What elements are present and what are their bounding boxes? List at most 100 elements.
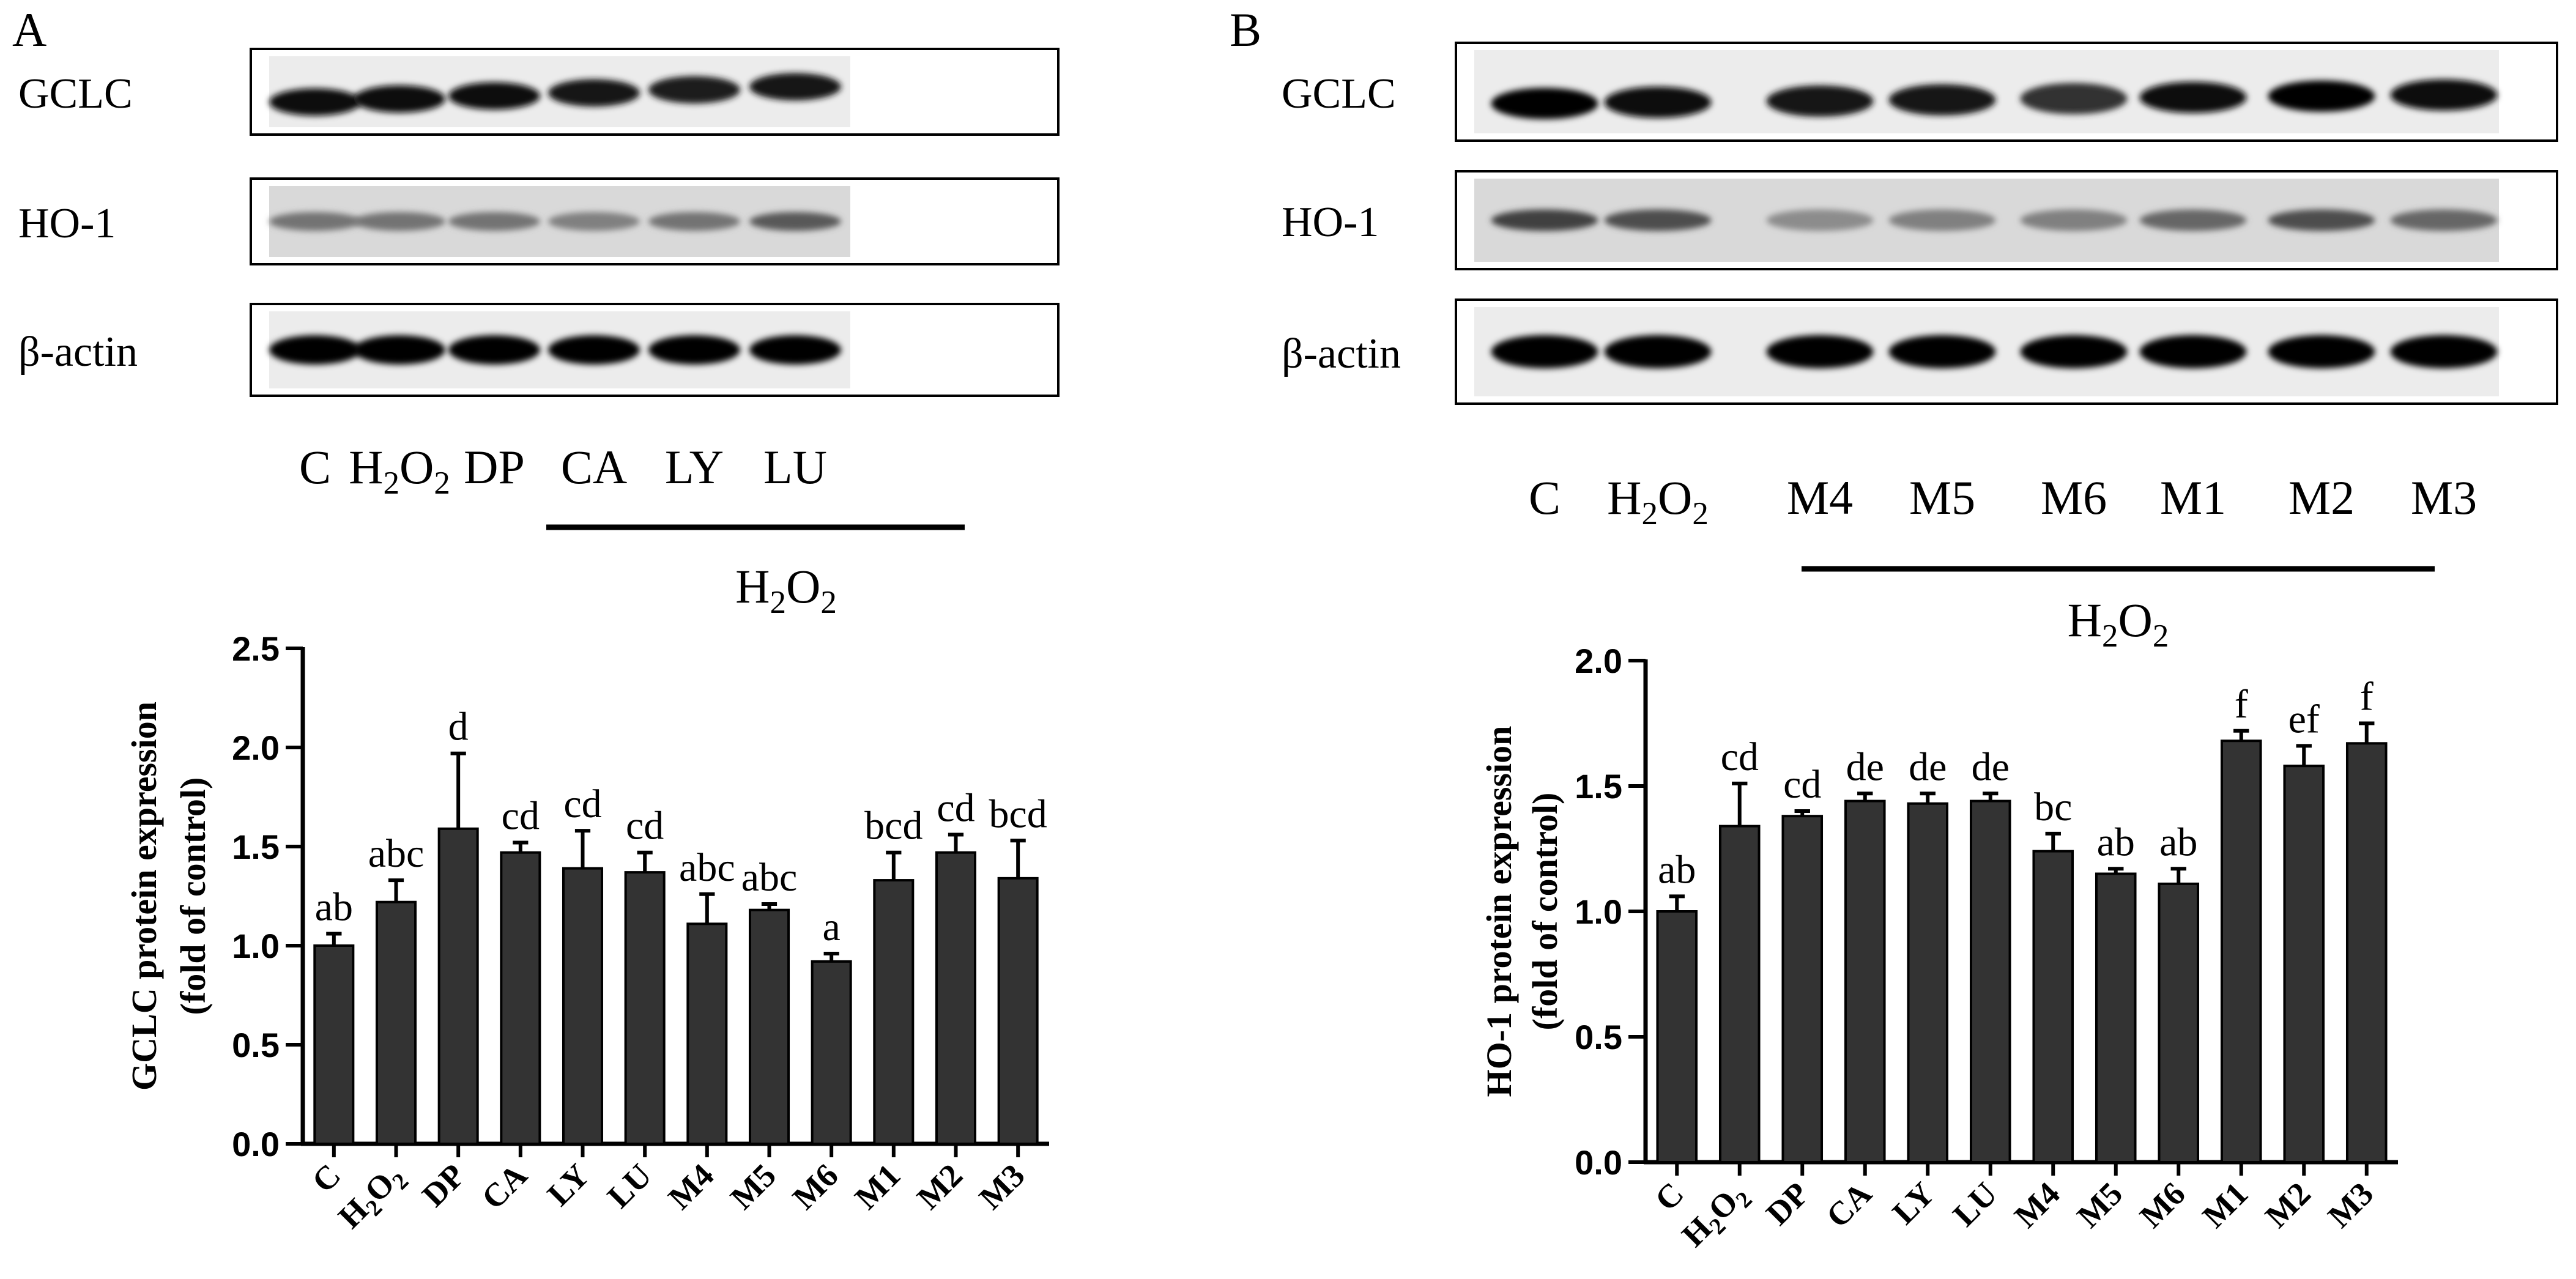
bar [811,960,852,1146]
bar [562,867,604,1145]
y-axis-label: HO-1 protein expression [1479,726,1519,1097]
treatment-label-mid: O [786,560,820,613]
significance-label: cd [626,804,664,848]
blot-band [2139,209,2247,231]
bar [686,922,728,1145]
significance-label: cd [502,794,540,839]
blot-band [2020,83,2128,114]
x-tick-label: M4 [2007,1175,2067,1235]
significance-label: de [1846,744,1884,789]
y-axis-label: GCLC protein expression [124,702,164,1091]
bar-chart-b: 0.0 0.5 1.0 1.5 2.0 HO-1 protein expression (f… [1479,642,2398,1258]
blot-band [2139,81,2247,113]
bar [624,871,666,1145]
bar [375,900,417,1145]
blot-band [749,335,841,365]
x-tick-label: DP [415,1157,472,1214]
x-tick-label: H2O2 [331,1157,414,1239]
significance-label: abc [679,845,735,890]
x-tick-label: DP [1759,1175,1816,1232]
blot-row: HO-1 [18,177,1060,265]
blot-band [548,79,640,107]
significance-label: cd [1721,735,1759,779]
x-tick-label: M5 [723,1157,783,1217]
treatment-label-sub1: 2 [2102,618,2118,654]
blot-band [448,212,540,231]
x-tick-label: H2O2 [1675,1175,1758,1258]
bar [2158,882,2200,1164]
x-tick-label: M2 [2258,1175,2318,1235]
blot-band [2020,209,2128,231]
blot-row-label: HO-1 [1282,199,1379,246]
treatment-label: H2O2 [2068,593,2169,654]
bar [935,851,977,1145]
x-tick-label: C [1648,1175,1691,1218]
blot-band [1888,209,1996,231]
lane-label-sub2: 2 [434,465,450,501]
bar [748,908,790,1146]
y-tick-label: 0.5 [232,1026,280,1064]
blot-band [1604,209,1712,231]
blot-band [1491,209,1598,231]
blot-band [2020,335,2128,369]
significance-label: f [2235,682,2248,727]
x-tick-label: M4 [661,1157,721,1217]
blot-band [354,335,445,365]
x-tick-label: M3 [2321,1175,2381,1235]
significance-label: ab [2097,820,2135,864]
lane-label-main: M5 [1909,471,1975,524]
lane-label-mid: O [399,440,434,494]
treatment-label-main: H [735,560,770,613]
panel-label: B [1230,3,1261,56]
y-tick-label: 2.0 [1575,642,1622,680]
blot-row-label: GCLC [1282,70,1396,117]
lane-label-main: C [1529,471,1561,524]
bar [1907,802,1949,1163]
lane-label: M6 [2041,471,2107,524]
x-tick-label: M1 [2196,1175,2255,1235]
significance-label: bcd [989,791,1047,836]
lane-label: LY [665,440,724,494]
blot-row: GCLC [1282,42,2558,142]
significance-label: de [1972,744,2010,789]
blot-row: β-actin [1282,298,2558,405]
significance-label: bcd [864,804,922,848]
blot-row: GCLC [18,48,1060,136]
blot-band [1766,335,1874,369]
lane-label-main: M2 [2288,471,2355,524]
bar [2345,742,2388,1164]
significance-label: abc [368,831,425,876]
lane-label-main: DP [464,440,525,494]
lane-label-main: LY [665,440,724,494]
y-tick-label: 0.0 [232,1125,280,1163]
bar [500,851,541,1145]
blot-band [448,335,540,365]
blot-band [648,76,740,104]
blot-band [1888,335,1996,369]
x-tick-label: C [305,1157,347,1199]
bar [1781,815,1824,1163]
lane-label-mid: O [1658,471,1692,524]
blot-band [1766,209,1874,231]
x-tick-label: M3 [972,1157,1032,1217]
significance-label: ab [2159,820,2197,864]
treatment-label-sub1: 2 [770,585,786,620]
lane-label: C [299,440,331,494]
bar [997,877,1039,1145]
blot-band [2268,335,2375,369]
lane-label: LU [763,440,827,494]
y-tick-label: 1.5 [232,828,280,866]
significance-label: abc [741,855,798,900]
blot-row-label: β-actin [1282,330,1401,377]
blot-band [1766,85,1874,117]
x-tick-label: LY [1885,1175,1942,1231]
blot-band [648,335,740,365]
blot-band [269,88,361,116]
lane-label-sub1: 2 [1641,496,1658,532]
x-tick-label: M6 [2132,1175,2192,1235]
blot-band [1491,87,1598,119]
bar [2283,765,2325,1163]
